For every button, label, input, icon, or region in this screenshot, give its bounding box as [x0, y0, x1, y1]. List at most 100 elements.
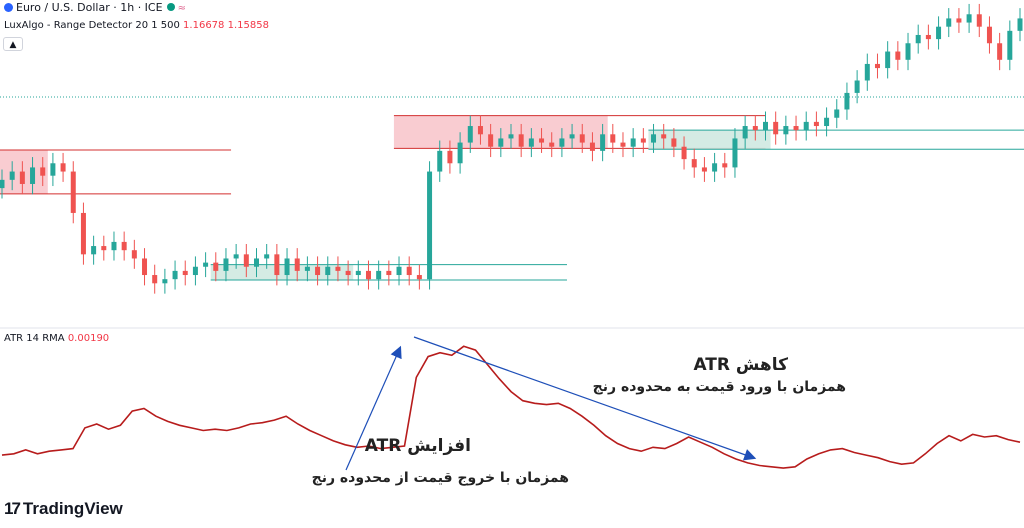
candle: [579, 123, 585, 153]
candle-body: [457, 142, 463, 164]
candle-body: [722, 163, 728, 168]
candle: [274, 243, 280, 286]
candle-body: [803, 121, 809, 131]
candle: [111, 231, 117, 261]
indicator-value-1: 1.16678: [183, 20, 225, 31]
candle-body: [233, 254, 239, 259]
decrease-arrow: [413, 336, 757, 461]
candle-body: [91, 246, 97, 255]
candle: [477, 115, 483, 145]
candle-body: [396, 266, 402, 276]
candle-body: [936, 26, 942, 40]
candle: [589, 132, 595, 162]
candle-body: [569, 134, 575, 139]
annotation-arrows: [345, 336, 757, 471]
candle: [345, 260, 351, 286]
candle-body: [284, 258, 290, 276]
candle-body: [763, 121, 768, 131]
candle: [172, 260, 178, 290]
candle: [325, 256, 331, 286]
candle-body: [946, 18, 952, 27]
candle: [569, 123, 575, 149]
candle-body: [518, 134, 524, 147]
candle: [1017, 8, 1023, 42]
indicator-name: LuxAlgo - Range Detector 20 1 500: [4, 20, 180, 31]
candle: [528, 128, 534, 158]
candle: [416, 264, 422, 290]
candle-body: [732, 138, 738, 168]
candle-body: [172, 270, 178, 280]
candle-body: [315, 266, 321, 276]
candle-body: [40, 167, 46, 176]
candle-body: [528, 138, 534, 147]
candle-body: [579, 134, 585, 143]
candle-body: [813, 121, 819, 127]
candle-body: [956, 18, 962, 23]
symbol-header[interactable]: Euro / U.S. Dollar · 1h · ICE ≈: [4, 1, 186, 14]
candle: [559, 128, 565, 158]
candle: [488, 123, 494, 158]
candle: [101, 235, 107, 261]
chevron-up-icon: ▲: [9, 40, 17, 50]
range-box: [648, 130, 771, 150]
candle-body: [355, 270, 361, 276]
candle-body: [376, 270, 382, 280]
candle: [131, 239, 137, 269]
candle-body: [1017, 18, 1023, 31]
atr-value: 0.00190: [67, 333, 110, 344]
candle: [712, 152, 718, 182]
candle: [976, 3, 982, 38]
candle: [121, 231, 127, 261]
candle-body: [386, 270, 392, 276]
candle-body: [508, 134, 514, 139]
candle: [925, 24, 931, 50]
candle: [437, 140, 443, 182]
candle-body: [844, 92, 850, 110]
candle-body: [70, 171, 76, 213]
candle: [783, 115, 789, 145]
candle: [427, 161, 433, 290]
candle: [661, 123, 667, 149]
candle-body: [345, 270, 351, 276]
wave-icon: ≈: [177, 3, 186, 14]
candle: [681, 136, 687, 170]
atr-series-line: [1, 345, 1021, 469]
candle: [0, 169, 5, 199]
candle: [80, 202, 86, 265]
candle-body: [467, 126, 473, 143]
candle-body: [966, 14, 972, 23]
euro-flag-icon: [4, 3, 13, 12]
candle-body: [630, 138, 636, 147]
candle-body: [142, 258, 148, 276]
candle: [162, 268, 168, 294]
candle-body: [874, 63, 880, 69]
candle: [192, 256, 198, 286]
candle-body: [162, 279, 168, 284]
candle: [640, 128, 646, 153]
collapse-legend-button[interactable]: ▲: [3, 37, 23, 51]
candle-body: [559, 138, 565, 147]
candle-body: [671, 138, 677, 147]
atr-legend[interactable]: ATR 14 RMA 0.00190: [4, 333, 109, 344]
candle: [539, 128, 545, 153]
candle: [60, 152, 66, 182]
candle-body: [447, 150, 453, 164]
candle-body: [203, 262, 209, 267]
candle: [895, 41, 901, 71]
candle-body: [416, 275, 422, 280]
tradingview-logo[interactable]: 17 TradingView: [4, 499, 123, 519]
candle: [803, 111, 809, 141]
candle: [874, 53, 880, 79]
candle-body: [335, 266, 341, 271]
price-chart: [0, 3, 1024, 294]
candle-body: [477, 126, 483, 135]
candle: [763, 111, 768, 141]
candle: [254, 248, 259, 278]
candle: [732, 128, 738, 178]
candle: [793, 115, 799, 141]
indicator-value-2: 1.15858: [227, 20, 269, 31]
candle-body: [620, 142, 626, 147]
indicator-legend[interactable]: LuxAlgo - Range Detector 20 1 500 1.1667…: [4, 20, 269, 31]
candle-body: [895, 51, 901, 60]
